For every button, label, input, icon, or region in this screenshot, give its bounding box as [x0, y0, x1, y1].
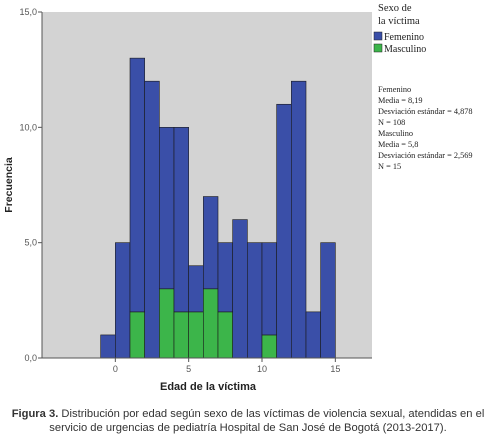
- bar-masculino: [188, 311, 204, 359]
- stats-line: N = 108: [378, 118, 405, 127]
- x-tick-label: 10: [257, 364, 267, 374]
- caption-text: Distribución por edad según sexo de las …: [49, 408, 485, 434]
- bar-masculino: [217, 311, 233, 359]
- stats-line: Desviación estándar = 4,878: [378, 107, 473, 116]
- bar-femenino: [188, 265, 204, 313]
- y-tick-label: 5,0: [24, 238, 37, 248]
- bars-layer: [100, 57, 336, 359]
- stats-line: Femenino: [378, 85, 411, 94]
- x-axis-title: Edad de la víctima: [160, 381, 257, 393]
- bar-femenino: [305, 311, 321, 359]
- stats-line: Media = 5,8: [378, 140, 418, 149]
- y-axis-title: Frecuencia: [3, 157, 15, 213]
- bar-femenino: [159, 127, 175, 290]
- x-tick-label: 15: [330, 364, 340, 374]
- stats-box: Femenino Media = 8,19 Desviación estánda…: [378, 85, 473, 171]
- bar-masculino: [173, 311, 189, 359]
- bar-masculino: [159, 288, 175, 359]
- y-tick-label: 10,0: [19, 122, 37, 132]
- bar-femenino: [261, 242, 277, 336]
- bar-femenino: [203, 196, 219, 290]
- x-tick-label: 0: [113, 364, 118, 374]
- stats-line: Media = 8,19: [378, 96, 423, 105]
- stats-line: Desviación estándar = 2,569: [378, 151, 473, 160]
- caption-label: Figura 3.: [11, 408, 59, 420]
- ticks-layer: 0,0 5,0 10,0 15,0 0 5 10 15: [19, 7, 340, 374]
- y-tick-label: 15,0: [19, 7, 37, 17]
- bar-femenino: [320, 242, 336, 359]
- legend-swatch-femenino: [373, 31, 383, 41]
- legend-label-masculino: Masculino: [384, 44, 426, 55]
- bar-masculino: [261, 334, 277, 359]
- bar-femenino: [144, 80, 160, 359]
- bar-masculino: [203, 288, 219, 359]
- x-tick-label: 5: [186, 364, 191, 374]
- legend: Sexo de la víctima Femenino Masculino: [373, 3, 426, 55]
- bar-femenino: [115, 242, 131, 359]
- legend-title-line2: la víctima: [378, 16, 420, 27]
- legend-swatch-masculino: [373, 43, 383, 53]
- stats-line: Masculino: [378, 129, 413, 138]
- legend-title-line1: Sexo de: [378, 3, 412, 14]
- bar-femenino: [276, 103, 292, 359]
- bar-femenino: [247, 242, 263, 359]
- figure-caption: Figura 3. Distribución por edad según se…: [8, 407, 488, 435]
- bar-femenino: [129, 57, 145, 313]
- stats-line: N = 15: [378, 162, 401, 171]
- bar-femenino: [291, 80, 307, 359]
- bar-femenino: [232, 219, 248, 359]
- legend-label-femenino: Femenino: [384, 32, 424, 43]
- bar-femenino: [100, 334, 116, 359]
- histogram-chart: 0,0 5,0 10,0 15,0 0 5 10 15 Frecuencia Edad de …: [3, 3, 473, 393]
- bar-masculino: [129, 311, 145, 359]
- bar-femenino: [217, 242, 233, 313]
- bar-femenino: [173, 127, 189, 313]
- y-tick-label: 0,0: [24, 353, 37, 363]
